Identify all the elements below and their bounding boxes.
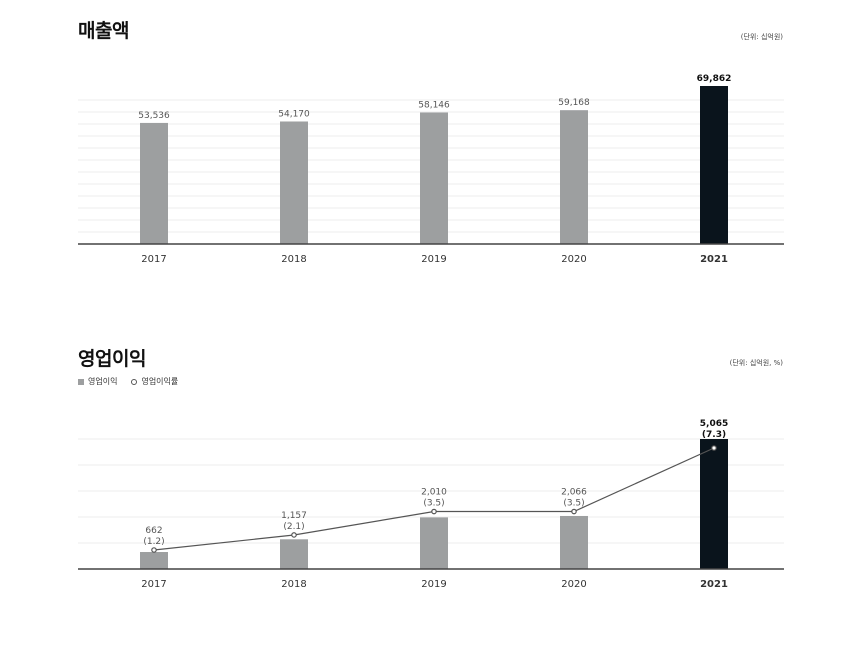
margin-label-2019: (3.5): [423, 499, 444, 509]
operating-xtick-2017: 2017: [141, 579, 166, 590]
revenue-bar-2019: [420, 112, 448, 245]
margin-label-2017: (1.2): [143, 537, 164, 547]
revenue-unit: (단위: 십억원): [740, 33, 783, 41]
revenue-label-2021: 69,862: [697, 74, 732, 84]
operating-bar-2020: [560, 515, 588, 569]
operating-bar-2018: [280, 539, 308, 569]
operating-xtick-2018: 2018: [281, 579, 306, 590]
revenue-xtick-2019: 2019: [421, 254, 446, 265]
operating-title: 영업이익: [78, 348, 146, 370]
revenue-xtick-2017: 2017: [141, 254, 166, 265]
operating-bar-2021: [700, 439, 728, 569]
legend-item-bar: 영업이익: [78, 376, 117, 387]
margin-point-2017: [151, 547, 157, 553]
revenue-title: 매출액: [78, 20, 129, 42]
legend-bar-label: 영업이익: [88, 377, 118, 386]
margin-point-2019: [431, 508, 437, 515]
operating-label-2018: 1,157: [281, 511, 307, 521]
revenue-label-2020: 59,168: [558, 98, 590, 108]
operating-legend: 영업이익 영업이익률: [78, 376, 178, 387]
legend-bar-swatch: [78, 378, 84, 385]
operating-unit: (단위: 십억원, %): [729, 359, 783, 367]
operating-xtick-2021: 2021: [700, 579, 728, 590]
revenue-bar-2018: [280, 121, 308, 244]
operating-label-2019: 2,010: [421, 488, 447, 498]
legend-line-label: 영업이익률: [141, 377, 179, 386]
revenue-xtick-2020: 2020: [561, 254, 586, 265]
margin-point-2018: [291, 532, 297, 538]
operating-label-2020: 2,066: [561, 488, 587, 498]
legend-item-line: 영업이익률: [131, 376, 178, 387]
operating-bar-2019: [420, 517, 448, 569]
operating-bar-2017: [140, 552, 168, 569]
revenue-bar-2017: [140, 122, 168, 244]
operating-label-2021: 5,065: [700, 419, 728, 429]
legend-line-swatch: [131, 378, 138, 385]
revenue-label-2017: 53,536: [138, 111, 170, 121]
margin-point-2021: [711, 445, 717, 451]
revenue-label-2019: 58,146: [418, 100, 450, 110]
margin-point-2020: [571, 508, 577, 515]
operating-label-2017: 662: [145, 526, 162, 536]
margin-label-2020: (3.5): [563, 499, 584, 509]
revenue-label-2018: 54,170: [278, 109, 310, 119]
operating-xtick-2019: 2019: [421, 579, 446, 590]
margin-label-2021: (7.3): [702, 430, 726, 440]
revenue-xtick-2018: 2018: [281, 254, 306, 265]
revenue-bar-2021: [700, 86, 728, 244]
margin-label-2018: (2.1): [283, 522, 304, 532]
revenue-xtick-2021: 2021: [700, 254, 728, 265]
revenue-bar-2020: [560, 110, 588, 244]
operating-xtick-2020: 2020: [561, 579, 586, 590]
